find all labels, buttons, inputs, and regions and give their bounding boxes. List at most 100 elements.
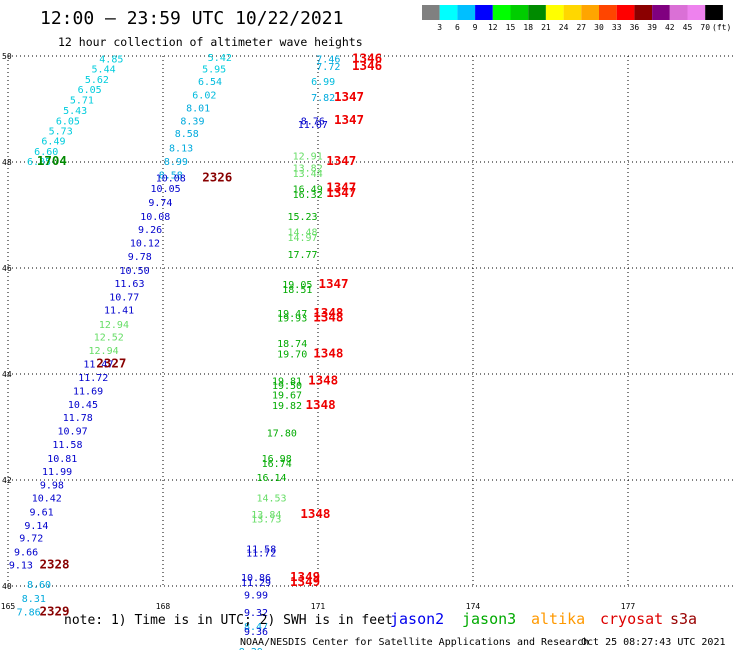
- swh-value-label: 6.05: [56, 116, 80, 127]
- swh-value-label: 19.47: [277, 309, 307, 320]
- swh-value-label: 8.58: [175, 129, 199, 140]
- rev-number-label: 2326: [202, 170, 232, 185]
- colorbar-swatch: [563, 5, 582, 20]
- colorbar-label: 33: [612, 23, 622, 32]
- swh-value-label: 16.14: [256, 473, 286, 484]
- swh-value-label: 6.54: [198, 77, 222, 88]
- swh-value-label: 6.05: [78, 85, 102, 96]
- swh-value-label: 19.81: [272, 377, 302, 388]
- colorbar-swatch: [616, 5, 635, 20]
- y-tick-label: 42: [2, 476, 12, 485]
- swh-value-label: 16.98: [262, 454, 292, 465]
- chart-title: 12:00 – 23:59 UTC 10/22/2021: [40, 8, 343, 29]
- swh-value-label: 12.94: [89, 346, 119, 357]
- swh-value-label: 17.77: [287, 250, 317, 261]
- swh-value-label: 5.71: [70, 96, 94, 107]
- colorbar-swatch: [687, 5, 706, 20]
- swh-value-label: 8.60: [27, 580, 51, 591]
- swh-value-label: 10.12: [130, 238, 160, 249]
- chart-subtitle: 12 hour collection of altimeter wave hei…: [58, 35, 363, 49]
- rev-number-label: 1347: [334, 112, 364, 127]
- footer-credit: NOAA/NESDIS Center for Satellite Applica…: [240, 637, 589, 648]
- colorbar-swatch: [545, 5, 564, 20]
- swh-value-label: 11.78: [63, 413, 93, 424]
- swh-value-label: 18.51: [282, 285, 312, 296]
- y-tick-label: 44: [2, 370, 12, 379]
- y-tick-label: 46: [2, 264, 12, 273]
- swh-value-label: 6.99: [311, 77, 335, 88]
- colorbar-label: 27: [576, 23, 586, 32]
- satellite-legend-altika: altika: [531, 610, 585, 628]
- swh-value-label: 10.45: [68, 400, 98, 411]
- y-tick-label: 48: [2, 158, 12, 167]
- swh-value-label: 6.60: [34, 147, 58, 158]
- rev-number-label: 1347: [318, 276, 348, 291]
- colorbar-swatch: [475, 5, 493, 20]
- data-points: 4.855.445.626.055.715.436.055.736.496.60…: [9, 53, 341, 650]
- swh-value-label: 19.05: [282, 280, 312, 291]
- rev-number-label: 1348: [308, 373, 338, 388]
- swh-value-label: 11.29: [241, 578, 271, 589]
- swh-value-label: 5.43: [63, 106, 87, 117]
- colorbar-legend: 3 6 9 12 15 18 21 24 27 30 33 36 39 42 45 70: [422, 5, 723, 32]
- colorbar-label: 42: [665, 23, 675, 32]
- colorbar-swatch: [510, 5, 529, 20]
- rev-number-label: 1347: [326, 153, 356, 168]
- swh-value-label: 11.58: [246, 545, 276, 556]
- swh-value-label: 15.23: [287, 212, 317, 223]
- swh-value-label: 11.72: [78, 373, 108, 384]
- rev-labels: 1704232623272328232913461346134713471347…: [37, 50, 382, 618]
- colorbar-swatch: [422, 5, 440, 20]
- colorbar-label: 15: [506, 23, 516, 32]
- swh-value-label: 10.42: [32, 494, 62, 505]
- swh-value-label: 13.73: [251, 514, 281, 525]
- satellite-legend-s3a: s3a: [670, 610, 697, 628]
- swh-value-label: 6.02: [192, 90, 216, 101]
- swh-value-label: 9.74: [148, 198, 172, 209]
- colorbar-swatch: [492, 5, 511, 20]
- swh-value-label: 6.49: [41, 137, 65, 148]
- rev-number-label: 2329: [39, 604, 69, 619]
- rev-number-label: 1347: [326, 185, 356, 200]
- colorbar-label: 12: [488, 23, 498, 32]
- rev-number-label: 1348: [306, 397, 336, 412]
- footer-timestamp: Oct 25 08:27:43 UTC 2021: [581, 637, 726, 648]
- swh-value-label: 12.94: [99, 320, 129, 331]
- satellite-legend-cryosat: cryosat: [600, 610, 663, 628]
- swh-value-label: 5.73: [49, 126, 73, 137]
- swh-value-label: 8.31: [22, 594, 46, 605]
- swh-value-label: 16.49: [293, 185, 323, 196]
- swh-value-label: 17.80: [267, 429, 297, 440]
- swh-value-label: 8.13: [169, 143, 193, 154]
- colorbar-label: 9: [473, 23, 478, 32]
- colorbar-unit: (ft): [712, 23, 731, 32]
- swh-value-label: 6.85: [27, 157, 51, 168]
- colorbar-label: 70: [700, 23, 710, 32]
- swh-value-label: 14.53: [256, 494, 286, 505]
- x-tick-label: 171: [311, 602, 326, 611]
- swh-value-label: 10.77: [109, 292, 139, 303]
- rev-number-label: 1348: [300, 506, 330, 521]
- colorbar-label: 39: [647, 23, 657, 32]
- colorbar-swatch: [669, 5, 688, 20]
- colorbar-swatch: [705, 5, 723, 20]
- colorbar-swatch: [439, 5, 458, 20]
- swh-value-label: 10.97: [58, 426, 88, 437]
- swh-value-label: 9.26: [138, 225, 162, 236]
- colorbar-label: 36: [630, 23, 640, 32]
- swh-value-label: 18.74: [277, 339, 307, 350]
- y-tick-label: 50: [2, 52, 12, 61]
- swh-value-label: 11.72: [246, 548, 276, 559]
- colorbar-label: 30: [594, 23, 604, 32]
- rev-number-label: 1346: [352, 50, 382, 65]
- swh-value-label: 9.66: [14, 547, 38, 558]
- swh-value-label: 11.69: [73, 387, 103, 398]
- colorbar-swatch: [652, 5, 670, 20]
- swh-value-label: 16.32: [293, 190, 323, 201]
- rev-number-label: 1349: [290, 574, 320, 589]
- swh-value-label: 11.07: [298, 120, 328, 131]
- satellite-legend: jason2 jason3 altika cryosat s3a: [390, 610, 697, 628]
- colorbar-label: 6: [455, 23, 460, 32]
- swh-value-label: 11.41: [104, 306, 134, 317]
- rev-number-label: 1348: [313, 305, 343, 320]
